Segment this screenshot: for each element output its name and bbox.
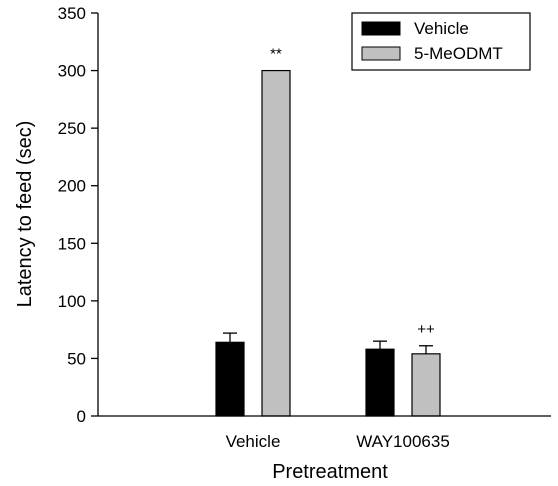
y-tick-label: 350 bbox=[58, 4, 86, 23]
legend-swatch bbox=[361, 46, 401, 61]
y-tick-label: 200 bbox=[58, 177, 86, 196]
y-tick-label: 300 bbox=[58, 62, 86, 81]
bar-vehicle-way100635 bbox=[365, 348, 395, 417]
significance-marker: ** bbox=[270, 46, 282, 63]
y-tick-label: 100 bbox=[58, 292, 86, 311]
legend-swatch bbox=[361, 21, 401, 36]
legend-label: Vehicle bbox=[414, 19, 469, 38]
bar-vehicle-vehicle bbox=[215, 341, 245, 417]
legend-label: 5-MeODMT bbox=[414, 44, 503, 63]
axes-layer bbox=[91, 12, 551, 417]
y-tick-label: 0 bbox=[77, 407, 86, 426]
x-tick-label: Vehicle bbox=[226, 432, 281, 451]
y-tick-label: 50 bbox=[67, 349, 86, 368]
y-tick-label: 250 bbox=[58, 119, 86, 138]
y-tick-label: 150 bbox=[58, 234, 86, 253]
bars-layer bbox=[215, 69, 441, 417]
y-axis-title: Latency to feed (sec) bbox=[14, 121, 36, 308]
bar-5-meodmt-way100635 bbox=[411, 353, 441, 417]
x-tick-label: WAY100635 bbox=[356, 432, 450, 451]
bar-5-meodmt-vehicle bbox=[261, 69, 291, 417]
legend: Vehicle 5-MeODMT bbox=[351, 12, 531, 71]
significance-marker: ++ bbox=[417, 321, 435, 338]
labels-layer: ** ++ 0 50 100 150 200 250 300 350 Vehicle WAY10063… bbox=[58, 4, 450, 451]
x-axis-title: Pretreatment bbox=[272, 461, 388, 483]
